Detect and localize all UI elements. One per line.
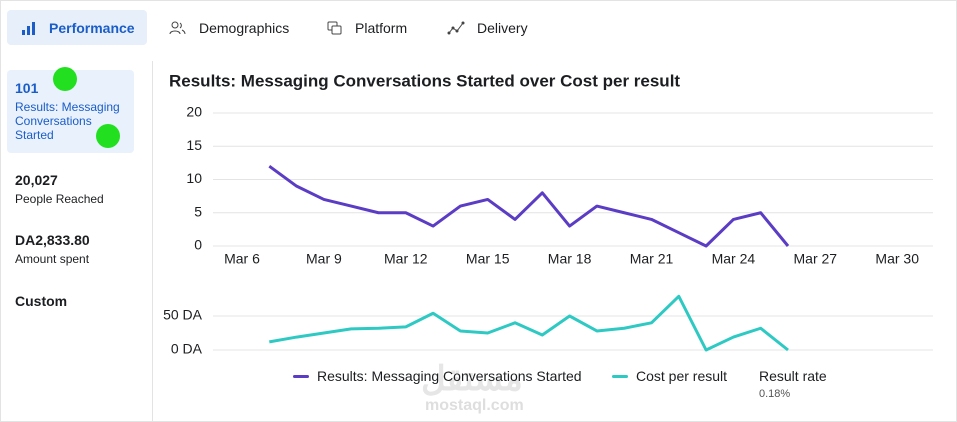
- chart-title: Results: Messaging Conversations Started…: [169, 71, 680, 90]
- y-tick-label: 20: [186, 104, 202, 120]
- icon: [327, 21, 342, 34]
- y-tick-label: 5: [194, 203, 202, 219]
- x-tick-label: Mar 18: [548, 251, 592, 267]
- icon: [22, 21, 35, 35]
- metric-value: 101: [15, 80, 39, 96]
- x-tick-label: Mar 6: [224, 251, 260, 267]
- y-tick-label: 0 DA: [171, 341, 203, 357]
- y-tick-label: 10: [186, 170, 202, 186]
- series-line: [268, 164, 790, 248]
- series-line: [269, 294, 789, 352]
- tab[interactable]: Demographics: [169, 10, 289, 45]
- x-tick-label: Mar 30: [875, 251, 919, 267]
- result-rate-label: Result rate: [759, 368, 827, 384]
- metric-value: 20,027: [15, 172, 58, 188]
- tab[interactable]: Performance: [7, 10, 147, 45]
- metric: 20,027 People Reached: [15, 172, 104, 206]
- tab[interactable]: Delivery: [447, 10, 528, 45]
- legend-item: Results: Messaging Conversations Started: [293, 368, 582, 384]
- result-rate: Result rate 0.18%: [759, 368, 827, 400]
- x-tick-label: Mar 15: [466, 251, 510, 267]
- watermark: mostaql.com: [425, 397, 524, 414]
- icon: [447, 21, 465, 34]
- x-tick-label: Mar 12: [384, 251, 428, 267]
- x-tick-label: Mar 27: [794, 251, 838, 267]
- tab-label: Platform: [355, 19, 408, 36]
- tab-label: Delivery: [477, 19, 528, 36]
- divider: [152, 61, 153, 421]
- x-tick-label: Mar 21: [630, 251, 674, 267]
- metric-value: DA2,833.80: [15, 232, 90, 248]
- annotation-dot: [96, 124, 120, 148]
- y-tick-label: 50 DA: [163, 307, 203, 323]
- annotation-dot: [53, 67, 77, 91]
- watermark: مستقل: [421, 360, 523, 398]
- y-tick-label: 15: [186, 137, 202, 153]
- legend-item: Cost per result: [612, 368, 727, 384]
- legend-label: Results: Messaging Conversations Started: [317, 368, 582, 384]
- y-tick-label: 0: [194, 237, 202, 253]
- x-tick-label: Mar 24: [712, 251, 756, 267]
- metric-label: People Reached: [15, 192, 104, 206]
- metric-label: Results: Messaging Conversations Started: [15, 100, 120, 142]
- result-rate-value: 0.18%: [759, 388, 791, 400]
- x-tick-label: Mar 9: [306, 251, 342, 267]
- legend-swatch: [612, 374, 628, 378]
- metric: DA2,833.80 Amount spent: [15, 232, 90, 266]
- metric-label: Amount spent: [15, 252, 90, 266]
- tab-label: Demographics: [199, 19, 290, 36]
- icon: [169, 21, 186, 34]
- legend-swatch: [293, 374, 309, 378]
- custom[interactable]: Custom: [15, 293, 68, 309]
- metric: 101 Results: Messaging Conversations Star…: [15, 80, 125, 142]
- tab[interactable]: Platform: [327, 10, 407, 45]
- tab-label: Performance: [49, 19, 135, 36]
- legend-label: Cost per result: [636, 368, 728, 384]
